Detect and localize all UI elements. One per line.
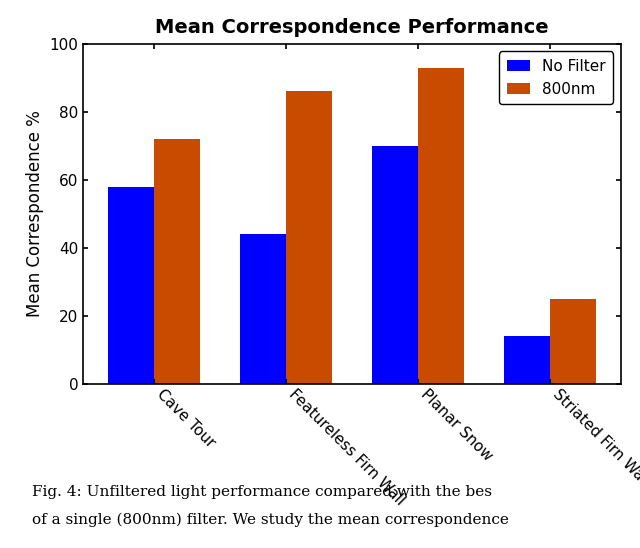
Bar <box>108 186 154 384</box>
Bar <box>418 67 464 384</box>
Text: of a single (800nm) filter. We study the mean correspondence: of a single (800nm) filter. We study the… <box>32 512 509 527</box>
Title: Mean Correspondence Performance: Mean Correspondence Performance <box>155 18 549 37</box>
Bar <box>154 139 200 384</box>
Bar <box>550 299 596 384</box>
Bar <box>372 146 418 384</box>
Text: Fig. 4: Unfiltered light performance compared with the bes: Fig. 4: Unfiltered light performance com… <box>32 485 492 499</box>
Bar <box>286 92 332 384</box>
Bar <box>240 234 286 384</box>
Y-axis label: Mean Correspondence %: Mean Correspondence % <box>26 110 44 317</box>
Legend: No Filter, 800nm: No Filter, 800nm <box>499 52 613 105</box>
Bar <box>504 336 550 384</box>
